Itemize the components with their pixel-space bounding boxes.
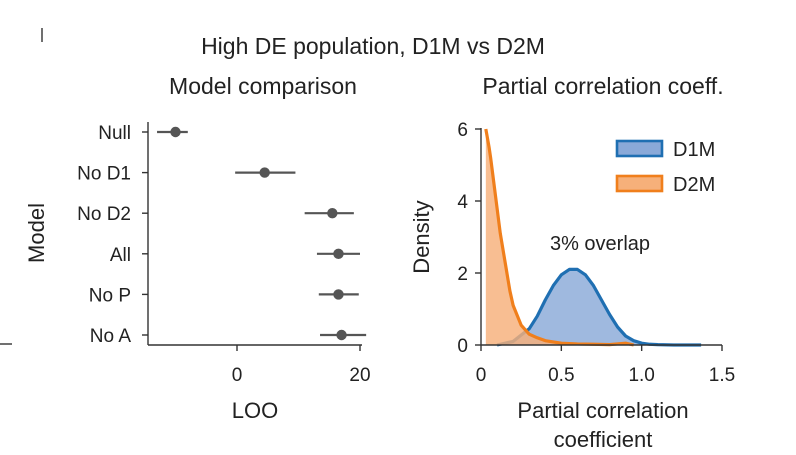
left-y-axis-label: Model (24, 203, 49, 263)
left-chart-title: Model comparison (169, 73, 357, 99)
left-category-label: No A (90, 326, 132, 347)
right-xtick-label: 0.5 (548, 365, 574, 386)
legend-swatch-d2m (615, 174, 664, 193)
legend-swatch-d1m (615, 139, 664, 158)
overlap-annotation: 3% overlap (550, 233, 650, 255)
left-category-label: No D2 (77, 204, 131, 225)
point-marker (333, 289, 344, 300)
density-line-d2m (484, 128, 634, 347)
left-category-label: Null (98, 123, 131, 144)
right-x-axis-label-line1: Partial correlation (517, 398, 688, 423)
figure-title: High DE population, D1M vs D2M (201, 33, 545, 59)
right-xtick-label: 1.0 (628, 365, 654, 386)
left-category-label: No D1 (77, 164, 131, 185)
partial-correlation-panel: Partial correlation coeff. 0 0.5 1.0 1.5 0 2 4… (409, 73, 735, 452)
right-chart-title: Partial correlation coeff. (482, 73, 723, 99)
legend-label-d1m: D1M (673, 139, 715, 161)
right-ytick-label: 0 (457, 336, 468, 357)
density-fill-d1m (497, 269, 702, 345)
left-xtick-label: 0 (232, 365, 243, 386)
left-category-label: All (110, 245, 131, 266)
right-xtick-label: 0 (476, 365, 487, 386)
density-fill-d2m (485, 129, 634, 345)
legend: D1M D2M (615, 139, 715, 196)
left-x-axis-label: LOO (232, 398, 278, 423)
left-marks-group (157, 126, 367, 341)
point-marker (333, 248, 344, 259)
point-marker (259, 167, 270, 178)
right-tick-group: 0 0.5 1.0 1.5 0 2 4 6 (457, 120, 735, 386)
model-comparison-panel: Model comparison Null No D1 No D2 All No P No… (24, 73, 371, 423)
point-marker (336, 329, 347, 341)
point-marker (170, 126, 181, 138)
left-category-group: Null No D1 No D2 All No P No A (77, 123, 148, 347)
right-xtick-label: 1.5 (709, 365, 735, 386)
right-ytick-label: 4 (457, 192, 468, 213)
right-ytick-label: 2 (457, 264, 468, 285)
point-marker (327, 208, 338, 219)
left-xtick-group: 0 20 (232, 345, 371, 386)
left-category-label: No P (89, 285, 131, 306)
right-x-axis-label-line2: coefficient (554, 427, 653, 452)
right-y-axis-label: Density (409, 200, 434, 273)
right-ytick-label: 6 (457, 120, 468, 141)
left-xtick-label: 20 (349, 365, 370, 386)
legend-label-d2m: D2M (673, 174, 715, 196)
